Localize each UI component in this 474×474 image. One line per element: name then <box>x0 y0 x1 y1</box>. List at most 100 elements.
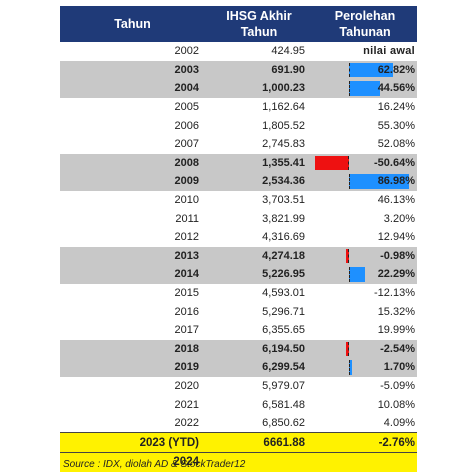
table-row: 2011 3,821.99 3.20% <box>60 209 417 228</box>
row-year: 2006 <box>174 119 199 132</box>
row-gain: 19.99% <box>377 324 415 337</box>
row-year: 2021 <box>174 398 199 411</box>
row-gain-cell: nilai awal <box>313 42 417 61</box>
table-row: 2006 1,805.52 55.30% <box>60 116 417 135</box>
row-gain-cell: 46.13% <box>313 191 417 210</box>
row-gain-cell: -5.09% <box>313 377 417 396</box>
row-value: 5,226.95 <box>262 268 305 281</box>
ytd-year: 2023 (YTD) <box>139 436 199 449</box>
row-value: 424.95 <box>271 45 305 58</box>
row-value: 5,296.71 <box>262 305 305 318</box>
table-row: 2022 6,850.62 4.09% <box>60 414 417 433</box>
header-ihsg-line2: Tahun <box>240 25 278 39</box>
ytd-value: 6661.88 <box>263 436 305 449</box>
table-row: 2002 424.95 nilai awal <box>60 42 417 61</box>
row-year: 2013 <box>174 249 199 262</box>
row-year: 2005 <box>174 101 199 114</box>
row-value: 1,805.52 <box>262 119 305 132</box>
row-value: 691.90 <box>271 63 305 76</box>
source-note: Source : IDX, diolah AD & StockTrader12 <box>63 459 246 470</box>
row-year: 2010 <box>174 194 199 207</box>
header-gain-line2: Tahunan <box>339 25 391 39</box>
row-value: 1,355.41 <box>262 156 305 169</box>
row-gain: 10.08% <box>377 398 415 411</box>
row-year: 2018 <box>174 342 199 355</box>
table-row: 2016 5,296.71 15.32% <box>60 302 417 321</box>
row-gain: 46.13% <box>377 194 415 207</box>
row-gain-cell: 44.56% <box>313 79 417 98</box>
row-value: 6,581.48 <box>262 398 305 411</box>
row-value: 1,000.23 <box>262 82 305 95</box>
row-gain: 16.24% <box>377 101 415 114</box>
table-row: 2018 6,194.50 -2.54% <box>60 339 417 359</box>
gain-bar-negative <box>346 248 349 264</box>
next-year: 2024 <box>173 456 199 469</box>
row-gain-cell: 52.08% <box>313 135 417 154</box>
header-year-label: Tahun <box>114 17 151 31</box>
table-row: 2004 1,000.23 44.56% <box>60 79 417 98</box>
row-gain: -50.64% <box>374 156 415 169</box>
row-gain: 55.30% <box>377 119 415 132</box>
table-row: 2021 6,581.48 10.08% <box>60 395 417 414</box>
header-ihsg-line1: IHSG Akhir <box>226 9 292 23</box>
row-gain-cell: 4.09% <box>313 414 417 433</box>
row-gain: -5.09% <box>380 379 415 392</box>
table-row-ytd: 2023 (YTD) 6661.88 -2.76% <box>60 432 417 453</box>
row-gain: nilai awal <box>363 45 415 58</box>
row-gain: -12.13% <box>374 287 415 300</box>
table-row-2024: 2024 <box>60 452 417 472</box>
header-year: Tahun <box>60 6 205 42</box>
table-body: 2002 424.95 nilai awal 2003 691.90 62.82% 2004… <box>60 42 417 432</box>
table-header: Tahun IHSG Akhir Tahun Perolehan Tahunan <box>60 6 417 42</box>
row-gain: 12.94% <box>377 231 415 244</box>
row-value: 6,850.62 <box>262 417 305 430</box>
row-year: 2003 <box>174 63 199 76</box>
table-row: 2019 6,299.54 1.70% <box>60 358 417 377</box>
table-row: 2020 5,979.07 -5.09% <box>60 377 417 396</box>
ytd-gain-cell: -2.76% <box>313 433 417 452</box>
table-row: 2014 5,226.95 22.29% <box>60 265 417 284</box>
table-row: 2009 2,534.36 86.98% <box>60 172 417 191</box>
ihsg-table: Tahun IHSG Akhir Tahun Perolehan Tahunan… <box>60 6 417 472</box>
row-gain-cell: 12.94% <box>313 228 417 247</box>
row-year: 2008 <box>174 156 199 169</box>
row-year: 2015 <box>174 287 199 300</box>
row-gain: 1.70% <box>383 361 415 374</box>
gain-bar-positive <box>349 62 393 78</box>
row-value: 4,274.18 <box>262 249 305 262</box>
next-gain-cell <box>313 453 417 472</box>
gain-bar-negative <box>314 155 349 171</box>
row-gain-cell: -2.54% <box>313 340 417 359</box>
row-year: 2017 <box>174 324 199 337</box>
row-gain-cell: 3.20% <box>313 209 417 228</box>
row-year: 2022 <box>174 417 199 430</box>
row-gain-cell: -50.64% <box>313 154 417 173</box>
row-value: 3,703.51 <box>262 194 305 207</box>
row-gain: -0.98% <box>380 249 415 262</box>
row-gain-cell: 10.08% <box>313 395 417 414</box>
row-value: 5,979.07 <box>262 379 305 392</box>
row-gain-cell: -0.98% <box>313 247 417 266</box>
gain-bar-positive <box>349 81 381 96</box>
row-value: 6,194.50 <box>262 342 305 355</box>
header-ihsg: IHSG Akhir Tahun <box>205 6 313 42</box>
row-gain-cell: 1.70% <box>313 358 417 377</box>
table-row: 2015 4,593.01 -12.13% <box>60 284 417 303</box>
row-gain-cell: 55.30% <box>313 116 417 135</box>
row-value: 2,745.83 <box>262 138 305 151</box>
row-year: 2012 <box>174 231 199 244</box>
row-gain-cell: 22.29% <box>313 265 417 284</box>
row-gain-cell: 19.99% <box>313 321 417 340</box>
row-year: 2019 <box>174 361 199 374</box>
row-gain: -2.54% <box>380 342 415 355</box>
row-gain: 22.29% <box>377 268 415 281</box>
row-value: 1,162.64 <box>262 101 305 114</box>
row-year: 2007 <box>174 138 199 151</box>
row-year: 2002 <box>174 45 199 58</box>
gain-bar-positive <box>349 174 410 189</box>
row-gain: 3.20% <box>383 212 415 225</box>
row-gain: 44.56% <box>377 82 415 95</box>
row-year: 2009 <box>174 175 199 188</box>
gain-bar-negative <box>346 341 349 357</box>
table-row: 2007 2,745.83 52.08% <box>60 135 417 154</box>
